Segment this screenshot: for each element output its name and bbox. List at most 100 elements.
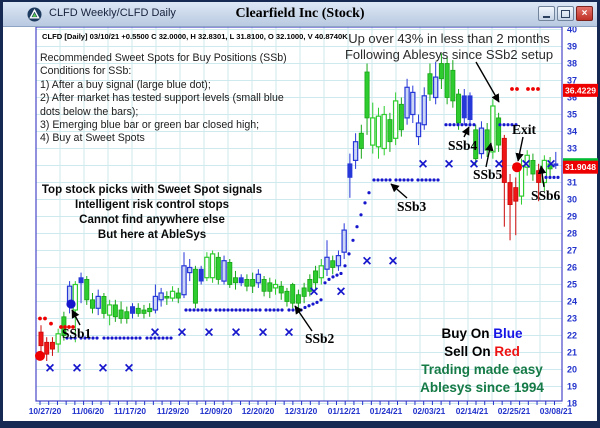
y-axis-label: 39: [567, 42, 577, 52]
x-axis-label: 11/06/20: [72, 406, 104, 416]
x-axis-label: 02/03/21: [413, 406, 446, 416]
sell-signal-dot: [512, 162, 522, 173]
y-axis-label: 35: [567, 110, 577, 120]
y-axis-label: 26: [567, 263, 577, 273]
title-bar[interactable]: CLFD Weekly/CLFD Daily Clearfield Inc (S…: [3, 2, 597, 27]
support-dots: [65, 123, 560, 340]
chart-generated: 10/27/20 11/06/20 11/17/20 11/29/20 12/09/20…: [29, 25, 598, 416]
conditions-line: dots below the bars);: [40, 105, 139, 118]
x-axis-label: 11/17/20: [114, 406, 146, 416]
callout-arrow: [515, 136, 524, 162]
callout-label: Exit: [512, 122, 537, 137]
y-axis-label: 37: [567, 76, 577, 86]
pitch-line: Top stock picks with Sweet Spot signals: [41, 184, 263, 196]
callout-label: SSb3: [397, 199, 427, 214]
callout-arrow: [71, 309, 81, 326]
conditions-line: 3) Emerging blue bar or green bar closed…: [40, 119, 260, 132]
y-axis-label: 29: [567, 212, 577, 222]
x-axis-label: 11/29/20: [157, 406, 189, 416]
x-axis-label: 02/25/21: [498, 406, 531, 416]
y-axis-label: 23: [567, 314, 577, 324]
x-axis-label: 02/14/21: [456, 406, 489, 416]
window-title: CLFD Weekly/CLFD Daily: [49, 7, 176, 19]
y-axis-label: 22: [567, 331, 577, 341]
buy-signal-dot: [66, 299, 76, 309]
legend-since: Ablesys since 1994: [420, 380, 544, 395]
svg-text:31.9048: 31.9048: [565, 162, 596, 172]
callout-label: SSb4: [448, 138, 478, 153]
maximize-button[interactable]: [557, 6, 574, 21]
y-axis-label: 30: [567, 195, 577, 205]
x-axis-label: 12/31/20: [285, 406, 318, 416]
quote-line: CLFD [Daily] 03/10/21 +0.5500 C 32.0000,…: [42, 32, 348, 41]
svg-text:36.4229: 36.4229: [565, 85, 596, 95]
stop-x-marks: [45, 159, 556, 372]
y-axis-label: 31: [567, 178, 577, 188]
legend-sell-line: Sell On Red: [444, 344, 520, 359]
sell-signal-dot: [35, 350, 45, 361]
sell-dots: [38, 87, 540, 329]
y-axis-label: 33: [567, 144, 577, 154]
y-axis-label: 34: [567, 127, 577, 137]
callout-arrow: [485, 142, 494, 168]
plot-frame: [35, 26, 563, 402]
pitch-line: Cannot find anywhere else: [79, 214, 225, 226]
x-axis-label: 01/12/21: [328, 406, 361, 416]
conditions-line: 4) Buy at Sweet Spots: [40, 132, 145, 145]
price-tag: 31.9048: [563, 158, 598, 174]
conditions-note: Recommended Sweet Spots for Buy Position…: [40, 52, 287, 146]
callout-label: SSb2: [305, 331, 335, 346]
minimize-button[interactable]: [538, 6, 555, 21]
conditions-line: 2) After market has tested support level…: [40, 92, 284, 105]
pitch-line: But here at AbleSys: [97, 229, 207, 241]
x-axis: 10/27/20 11/06/20 11/17/20 11/29/20 12/09/20…: [29, 401, 573, 416]
y-axis-label: 40: [567, 25, 577, 35]
sell-color-word: Red: [494, 344, 520, 359]
y-axis-label: 21: [567, 348, 577, 358]
close-button[interactable]: ×: [576, 6, 593, 21]
callout-arrow: [537, 165, 547, 188]
callouts: SSb1 SSb2 SSb3 SSb4 SSb5 SSb6 Exit: [62, 61, 561, 346]
callout-label: SSb6: [531, 188, 561, 203]
candles: [38, 53, 559, 361]
conditions-line: Recommended Sweet Spots for Buy Position…: [40, 52, 287, 64]
gain-line: Following Ablesys since SSb2 setup: [344, 46, 554, 62]
pitch-line: Intelligent risk control stops: [75, 199, 229, 211]
gain-note: Up over 43% in less than 2 months Follow…: [333, 31, 565, 62]
y-axis-label: 28: [567, 229, 577, 239]
legend-buy-line: Buy On Blue: [441, 326, 523, 341]
y-axis-label: 19: [567, 382, 577, 392]
chart-title: Clearfield Inc (Stock): [235, 6, 365, 21]
conditions-line: Conditions for SSb:: [40, 65, 132, 78]
minimize-icon: [543, 16, 550, 18]
close-icon: ×: [581, 7, 588, 19]
y-axis: 4039383736353433323130292827262524232221…: [567, 25, 577, 409]
callout-label: SSb5: [473, 167, 503, 182]
x-axis-label: 03/08/21: [540, 406, 573, 416]
x-axis-label: 12/20/20: [242, 406, 275, 416]
callout-label: SSb1: [62, 326, 92, 341]
x-axis-label: 10/27/20: [29, 406, 62, 416]
y-axis-label: 36: [567, 93, 577, 103]
y-axis-label: 18: [567, 399, 577, 409]
y-axis-label: 38: [567, 59, 577, 69]
legend-tagline: Trading made easy: [421, 362, 543, 377]
callout-arrow: [390, 183, 408, 199]
maximize-icon: [561, 9, 570, 18]
gain-note-arrow: [475, 61, 500, 103]
buy-color-word: Blue: [493, 326, 523, 341]
y-axis-label: 24: [567, 297, 577, 307]
x-axis-label: 01/24/21: [370, 406, 403, 416]
marketing-note: Top stock picks with Sweet Spot signals …: [33, 183, 271, 243]
callout-arrow: [294, 305, 313, 332]
abletrend-logo-icon: [27, 7, 42, 22]
conditions-line: 1) After a buy signal (large blue dot);: [40, 78, 211, 91]
grid: [36, 27, 562, 404]
y-axis-label: 20: [567, 365, 577, 375]
x-axis-label: 12/09/20: [200, 406, 233, 416]
signal-legend: Buy On Blue Sell On Red Trading made eas…: [393, 325, 571, 397]
gain-line: Up over 43% in less than 2 months: [348, 31, 550, 46]
callout-arrow: [461, 126, 470, 138]
